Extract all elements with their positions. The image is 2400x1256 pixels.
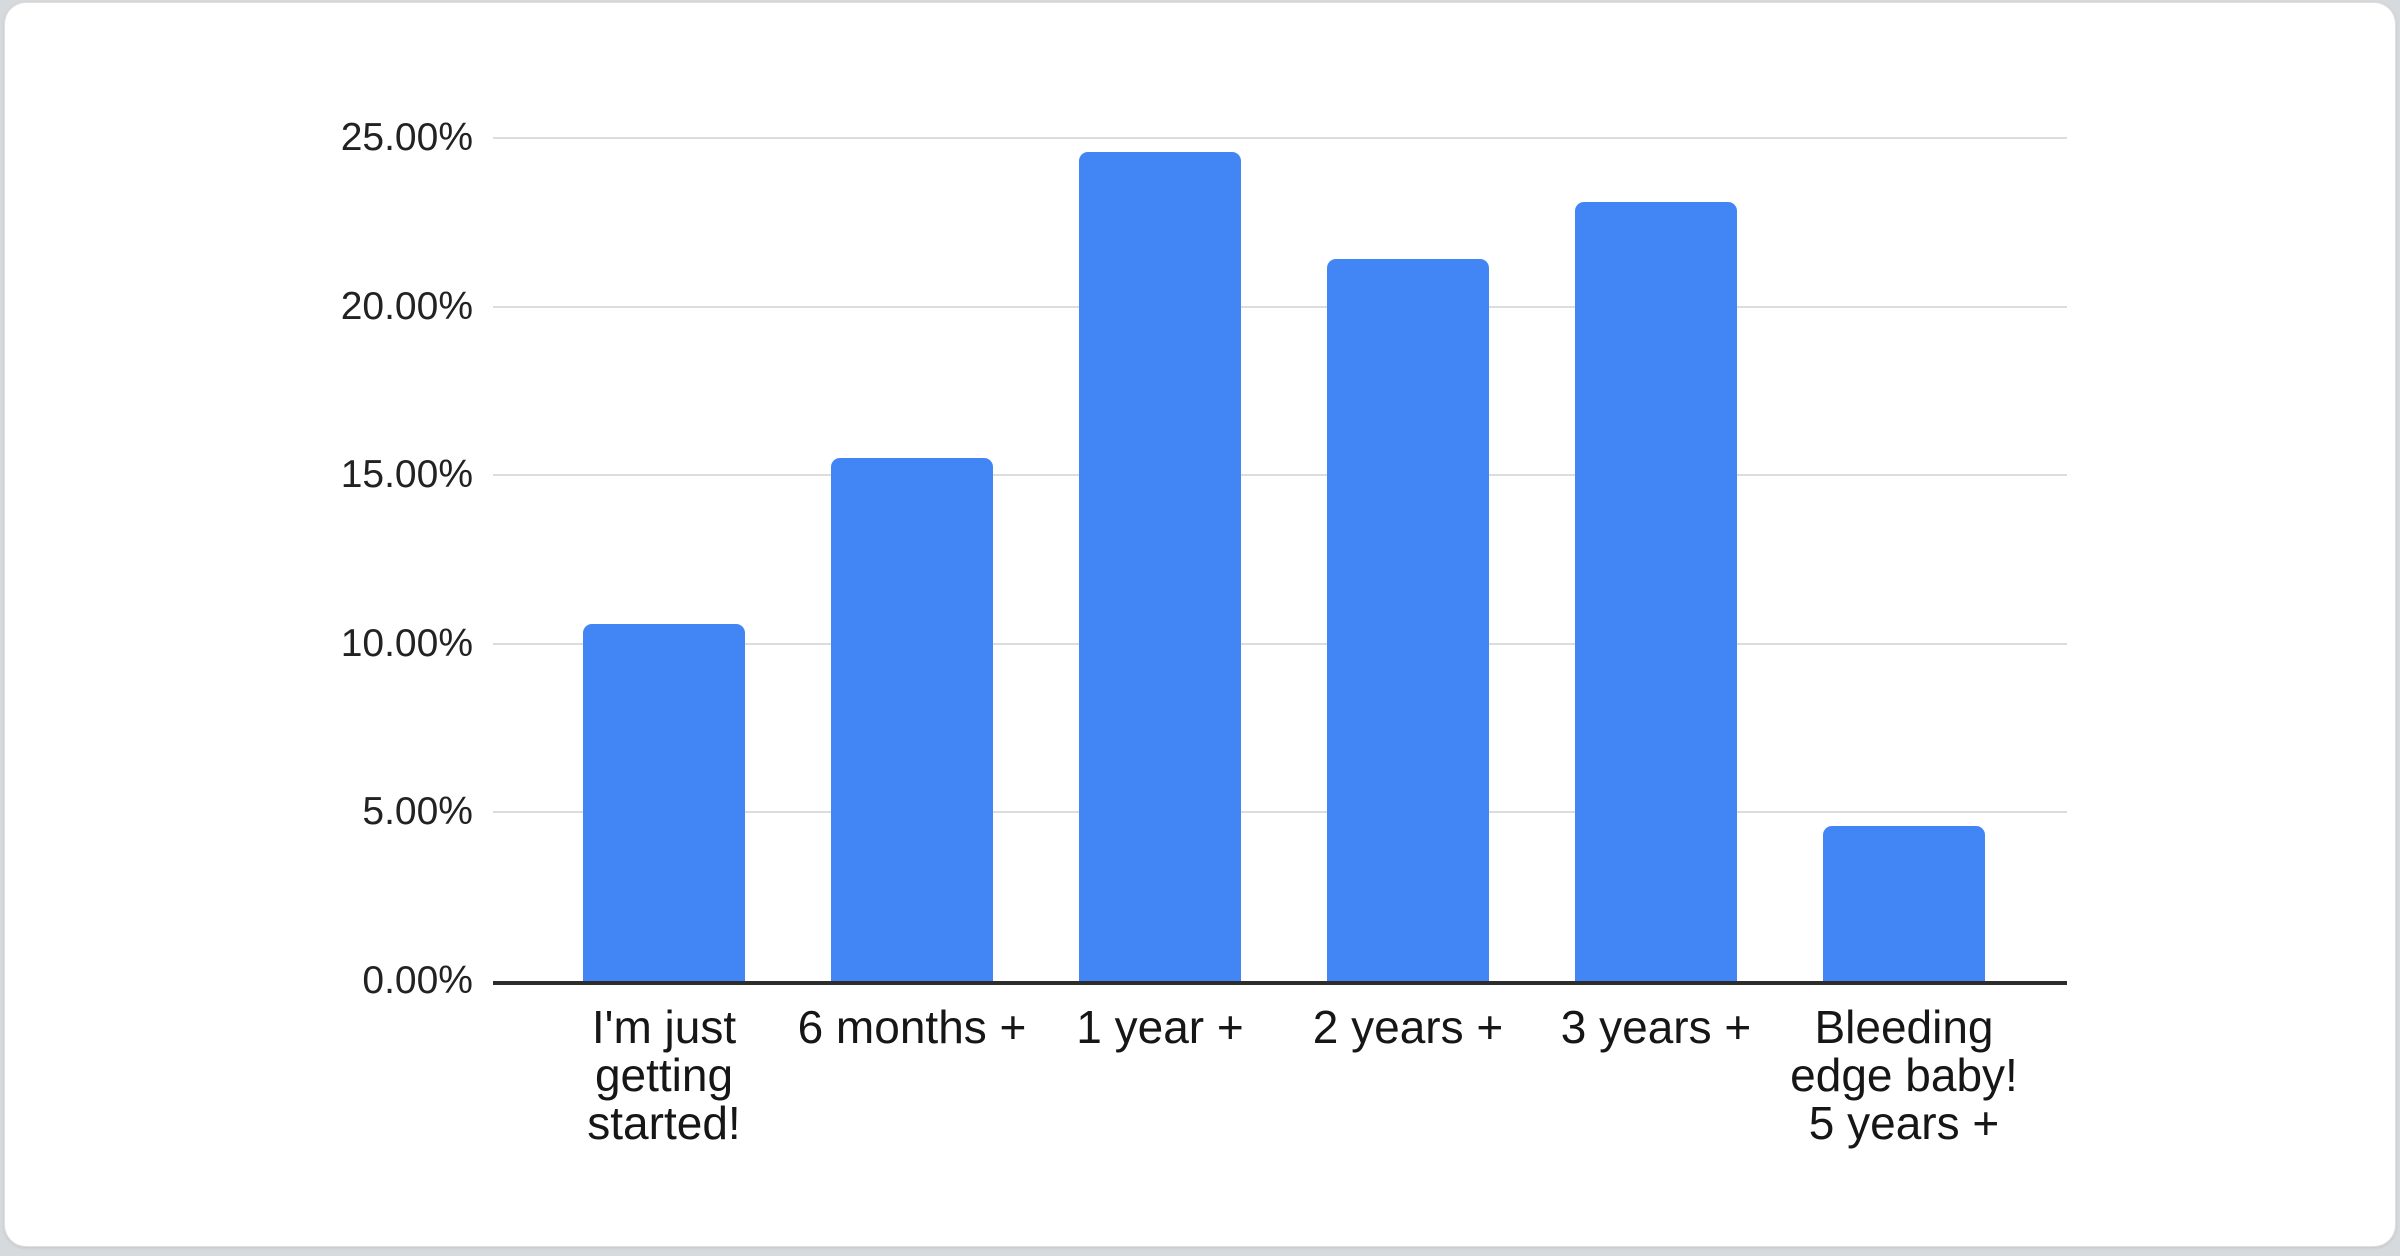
bars-layer [540, 138, 2028, 981]
y-axis-tick-label: 0.00% [362, 959, 473, 1002]
x-axis-category-label: 6 months + [797, 1001, 1027, 1053]
y-axis-tick-label: 10.00% [340, 621, 473, 665]
y-axis-tick-label: 25.00% [340, 116, 473, 159]
bar-slot [1036, 138, 1284, 981]
x-axis-category-label: 1 year + [1076, 1001, 1244, 1053]
bar-slot [1780, 138, 2028, 981]
bar-slot [1284, 138, 1532, 981]
bar-3[interactable] [1079, 151, 1241, 981]
bar-2[interactable] [831, 458, 993, 981]
plot-area [493, 138, 2067, 985]
x-axis-category-label: 2 years + [1312, 1001, 1504, 1053]
bar-4[interactable] [1327, 259, 1489, 981]
gridline [493, 474, 2067, 477]
y-axis-tick-label: 15.00% [340, 453, 473, 497]
y-axis-tick-label: 5.00% [362, 790, 473, 834]
bar-slot [540, 138, 788, 981]
x-axis-category-label: 3 years + [1560, 1001, 1752, 1053]
bar-1[interactable] [583, 623, 745, 981]
gridline [493, 642, 2067, 645]
bar-slot [1532, 138, 1780, 981]
gridline [493, 137, 2067, 139]
bar-6[interactable] [1823, 825, 1985, 981]
bar-5[interactable] [1575, 202, 1737, 981]
y-axis-tick-label: 20.00% [340, 284, 473, 328]
x-axis-labels: I'm just getting started! 6 months + 1 yea… [540, 1003, 2028, 1147]
x-axis-category-label: I'm just getting started! [587, 1001, 741, 1149]
bar-slot [788, 138, 1036, 981]
gridline [493, 305, 2067, 308]
gridline [493, 811, 2067, 814]
x-axis-category-label: Bleeding edge baby! 5 years + [1790, 1001, 2018, 1149]
